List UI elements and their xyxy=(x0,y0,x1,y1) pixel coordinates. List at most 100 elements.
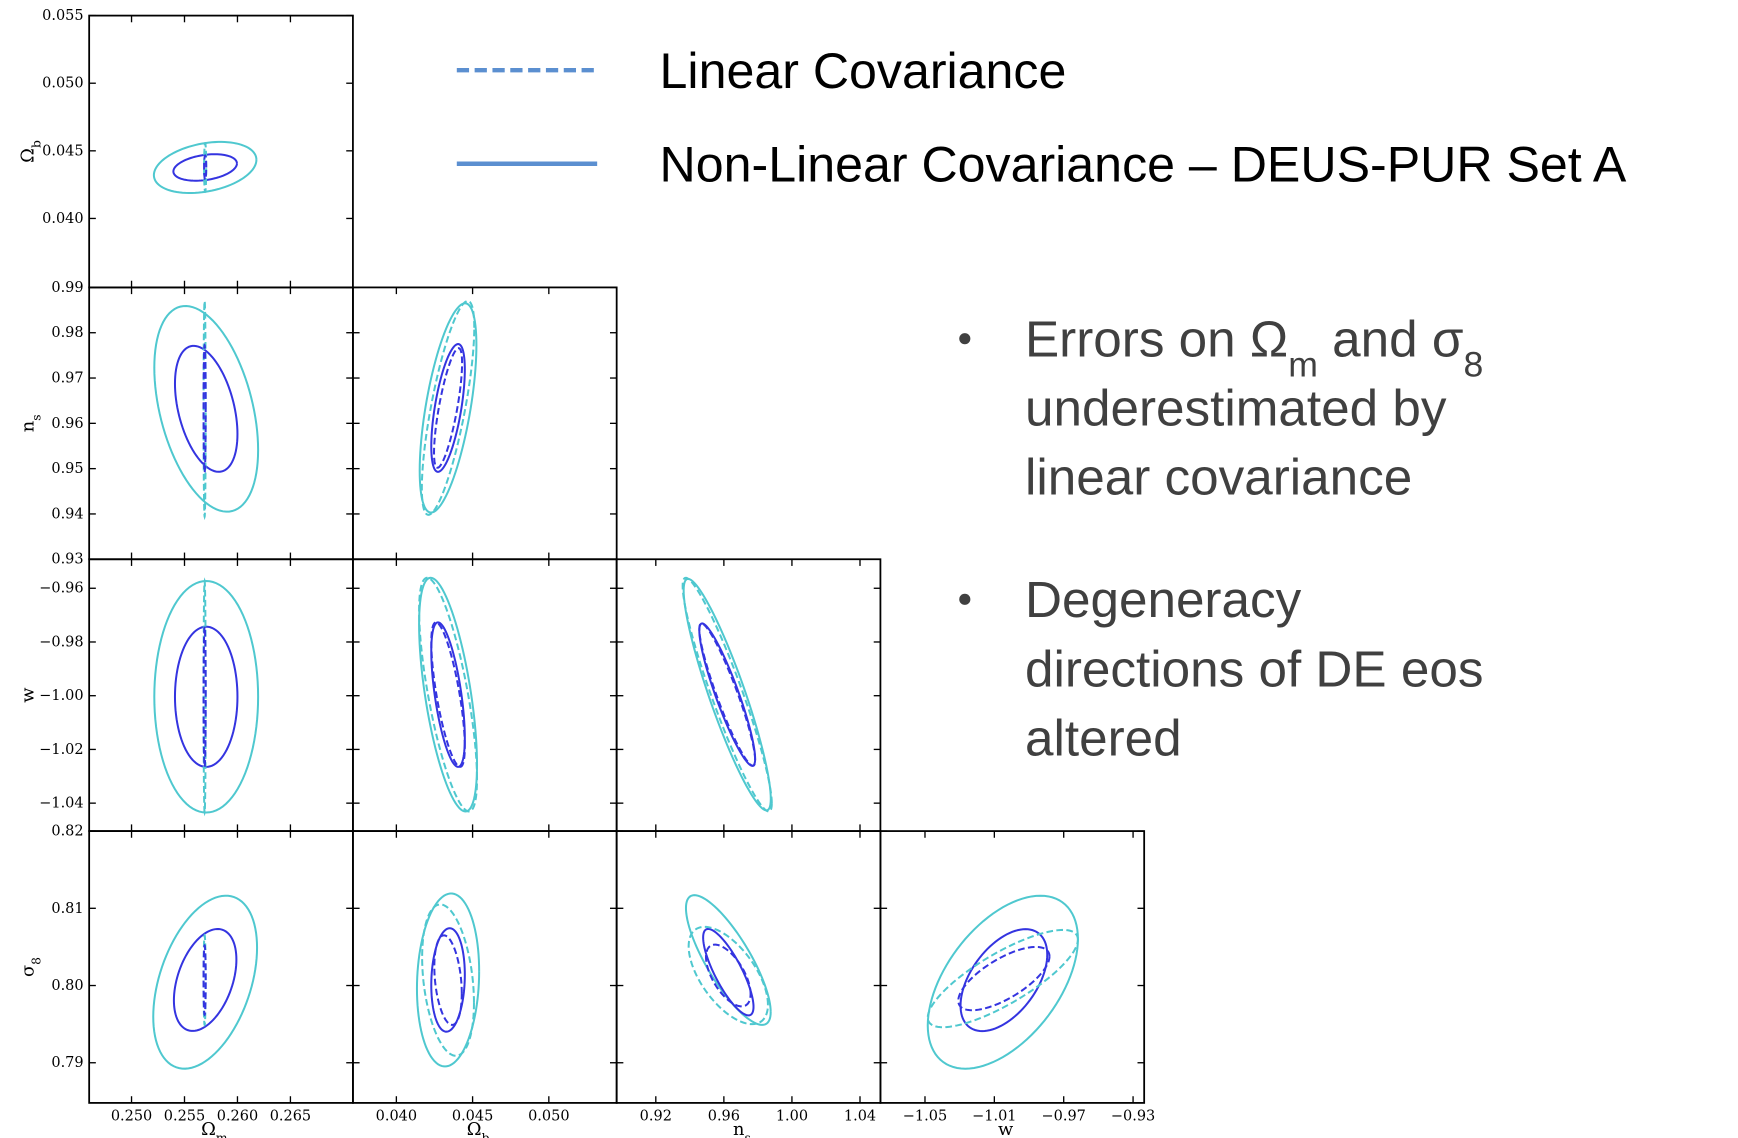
y-tick-label: 0.80 xyxy=(51,978,83,994)
contour xyxy=(152,140,258,195)
x-tick-label: 0.045 xyxy=(452,1109,493,1125)
axis-label: w xyxy=(17,687,38,703)
x-tick-label: 1.00 xyxy=(776,1109,808,1125)
panel-frame xyxy=(352,286,618,561)
contour xyxy=(430,927,466,1033)
contour xyxy=(153,305,260,513)
contour xyxy=(153,580,260,814)
y-tick-label: 0.93 xyxy=(51,552,83,568)
contour xyxy=(430,621,466,768)
y-tick-label: −0.96 xyxy=(39,581,83,597)
contour xyxy=(418,576,479,813)
contour xyxy=(418,576,479,813)
note-text: altered xyxy=(1025,709,1182,766)
x-tick-label: 1.04 xyxy=(844,1109,876,1125)
contour xyxy=(415,892,481,1068)
axis-label: Ωm xyxy=(201,1119,228,1138)
axis-label: ns xyxy=(733,1119,751,1138)
x-tick-label: 0.255 xyxy=(164,1109,205,1125)
axis-label: Ωb xyxy=(17,140,43,163)
axis-label-sub: s xyxy=(744,1131,750,1138)
y-tick-label: 0.82 xyxy=(51,824,83,840)
note-sub: 8 xyxy=(1463,344,1483,384)
contour xyxy=(172,928,238,1032)
contour xyxy=(433,347,464,469)
contour xyxy=(926,928,1079,1029)
panel xyxy=(88,558,354,832)
axis-label: Ωb xyxy=(467,1119,490,1138)
panel xyxy=(615,558,882,832)
x-tick-label: 0.92 xyxy=(640,1109,672,1125)
x-tick-label: 0.260 xyxy=(217,1109,258,1125)
contour xyxy=(202,343,207,475)
panel xyxy=(88,830,354,1104)
contour xyxy=(433,934,463,1026)
axis-label-base: Ω xyxy=(201,1119,216,1138)
contour xyxy=(687,925,769,1026)
axis-label-base: Ω xyxy=(467,1119,482,1138)
contour xyxy=(681,576,773,813)
note-text: Errors on Ω xyxy=(1025,310,1288,367)
axis-label: ns xyxy=(17,414,43,432)
y-tick-label: −1.02 xyxy=(39,742,83,758)
note-line: linear covariance xyxy=(1025,449,1412,506)
panel xyxy=(88,14,354,289)
contour xyxy=(702,927,755,1017)
note-line: altered xyxy=(1025,709,1182,766)
y-tick-label: 0.99 xyxy=(51,280,83,296)
contour xyxy=(173,344,239,473)
panel-frame xyxy=(879,830,1146,1104)
contour xyxy=(172,153,238,182)
x-tick-label: −1.01 xyxy=(972,1109,1016,1125)
y-tick-label: 0.98 xyxy=(51,325,83,341)
note-line: Errors on Ωm and σ8 xyxy=(1025,310,1483,384)
note-sub: m xyxy=(1288,344,1318,384)
axis-label-sub: s xyxy=(29,414,43,420)
axis-label-base: w xyxy=(998,1119,1014,1138)
note-text: underestimated by xyxy=(1025,380,1447,437)
contour xyxy=(202,577,207,817)
y-tick-label: −1.00 xyxy=(39,688,83,704)
y-tick-label: −0.98 xyxy=(39,634,83,650)
contour xyxy=(682,577,772,812)
x-tick-label: 0.265 xyxy=(270,1109,311,1125)
y-tick-label: 0.040 xyxy=(42,211,83,227)
panel-frame xyxy=(615,830,882,1104)
x-tick-label: −0.93 xyxy=(1111,1109,1155,1125)
axis-label-sub: m xyxy=(216,1131,228,1138)
axis-label-base: n xyxy=(733,1119,744,1138)
panel-frame xyxy=(88,558,354,832)
x-tick-label: 0.050 xyxy=(528,1109,569,1125)
y-tick-label: 0.045 xyxy=(42,143,83,159)
contour xyxy=(959,928,1049,1033)
note-line: directions of DE eos xyxy=(1025,640,1483,697)
y-tick-label: 0.055 xyxy=(42,8,83,24)
axis-label-base: σ xyxy=(17,965,38,977)
contour xyxy=(430,343,466,473)
note-line: Degeneracy xyxy=(1025,571,1302,628)
panel-frame xyxy=(88,830,354,1104)
panel xyxy=(88,286,354,561)
note-text: and σ xyxy=(1318,310,1464,367)
contour xyxy=(421,903,475,1057)
panel-frame xyxy=(88,286,354,561)
panel xyxy=(352,830,618,1104)
axis-label-sub: b xyxy=(482,1131,490,1138)
x-tick-label: −1.05 xyxy=(903,1109,947,1125)
y-tick-label: 0.050 xyxy=(42,76,83,92)
panel-frame xyxy=(352,830,618,1104)
y-tick-label: 0.94 xyxy=(51,506,83,522)
y-tick-label: 0.96 xyxy=(51,416,83,432)
axis-label-sub: 8 xyxy=(29,957,43,965)
contour xyxy=(173,625,239,768)
axis-label: σ8 xyxy=(17,957,43,977)
contour xyxy=(684,894,772,1026)
contour xyxy=(202,943,207,1017)
panel-frame xyxy=(88,14,354,289)
x-tick-label: −0.97 xyxy=(1042,1109,1086,1125)
contour xyxy=(926,894,1079,1070)
contour xyxy=(203,154,208,181)
bullet xyxy=(959,333,971,345)
note-text: Degeneracy xyxy=(1025,571,1302,628)
